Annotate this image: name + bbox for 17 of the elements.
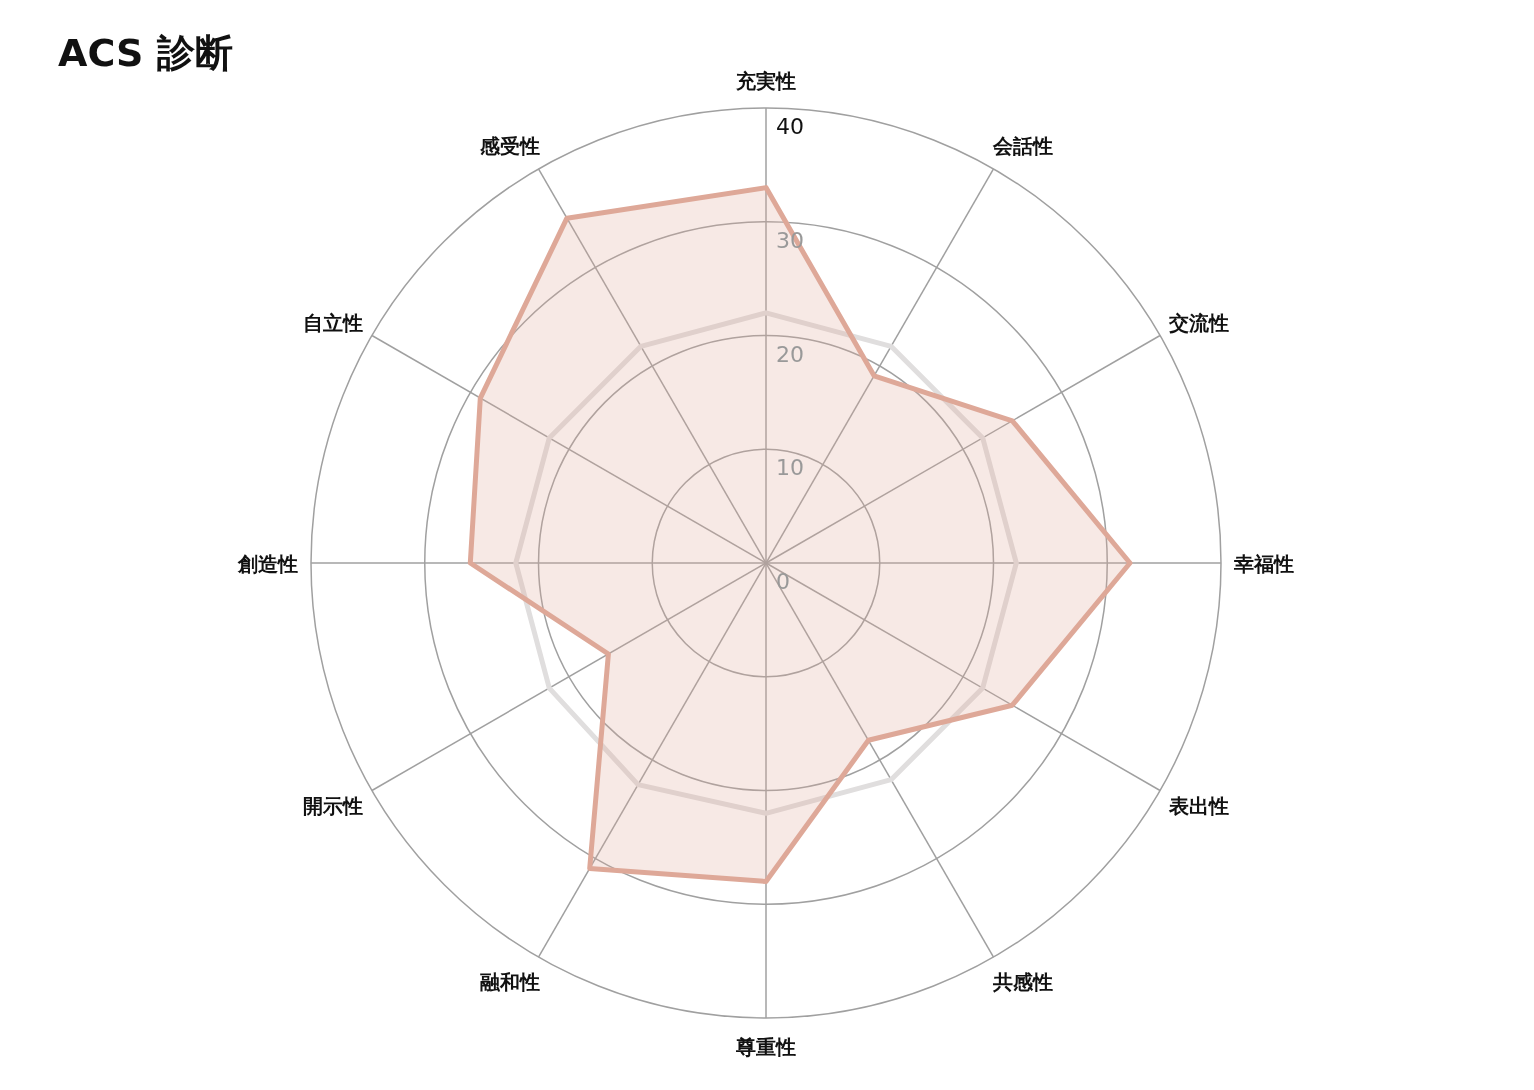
ytick: 0 xyxy=(776,569,790,594)
category: 融和性 xyxy=(479,970,540,995)
ytick: 40 xyxy=(776,114,804,139)
category: 自立性 xyxy=(302,310,363,335)
category: 開示性 xyxy=(302,793,363,818)
category: 交流性 xyxy=(1169,310,1230,335)
category: 表出性 xyxy=(1169,793,1230,818)
category: 共感性 xyxy=(992,970,1053,995)
category: 創造性 xyxy=(238,552,298,576)
category: 充実性 xyxy=(736,69,796,93)
category: 会話性 xyxy=(992,133,1053,158)
category: 尊重性 xyxy=(736,1035,796,1059)
category: 感受性 xyxy=(479,133,540,158)
ytick: 10 xyxy=(776,455,804,481)
ytick: 20 xyxy=(776,341,804,367)
title: ACS 診断 xyxy=(58,31,233,75)
category: 幸福性 xyxy=(1234,552,1294,576)
